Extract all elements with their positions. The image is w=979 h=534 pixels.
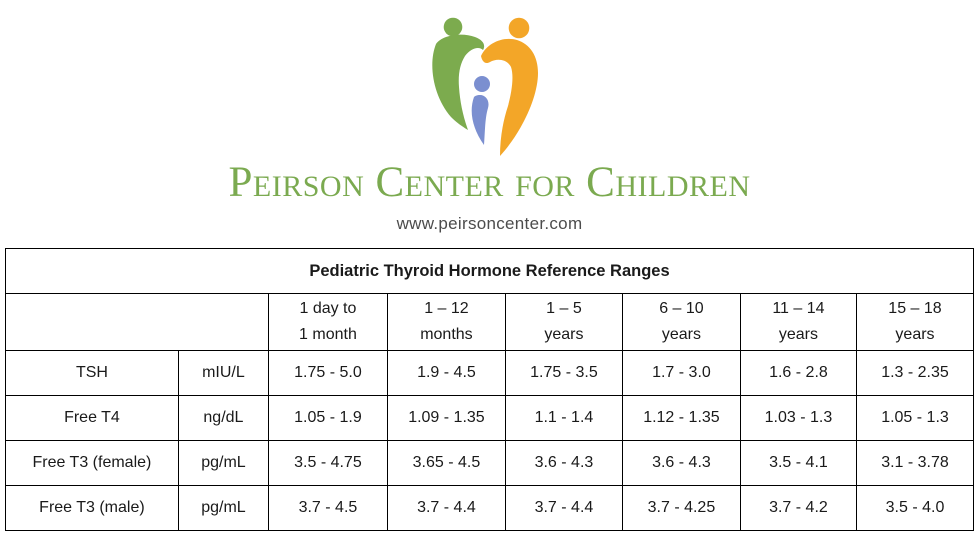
- analyte-name-cell: Free T3 (female): [4, 440, 179, 486]
- orange-figure-body-icon: [481, 38, 538, 156]
- age-column-header: 1 – 12 months: [386, 293, 506, 351]
- website-url: www.peirsoncenter.com: [396, 214, 583, 233]
- unit-cell: mIU/L: [177, 350, 269, 396]
- range-value-cell: 1.6 - 2.8: [739, 350, 857, 396]
- age-column-header: 15 – 18 years: [855, 293, 975, 351]
- range-value-cell: 1.9 - 4.5: [386, 350, 506, 396]
- table-title: Pediatric Thyroid Hormone Reference Rang…: [4, 248, 975, 294]
- green-figure-head-icon: [443, 17, 463, 37]
- empty-header-cell: [4, 293, 269, 351]
- green-figure-body-icon: [432, 34, 485, 130]
- range-value-cell: 3.1 - 3.78: [855, 440, 975, 486]
- age-line1: 1 day to: [299, 300, 357, 317]
- family-heart-logo: [432, 17, 538, 156]
- range-value-cell: 1.05 - 1.9: [267, 395, 388, 441]
- reference-range-table: Pediatric Thyroid Hormone Reference Rang…: [4, 248, 975, 531]
- range-value-cell: 3.7 - 4.4: [504, 485, 623, 531]
- age-line1: 1 – 5: [546, 300, 582, 317]
- range-value-cell: 3.7 - 4.2: [739, 485, 857, 531]
- age-line2: years: [661, 326, 701, 343]
- range-value-cell: 1.12 - 1.35: [621, 395, 741, 441]
- unit-cell: ng/dL: [177, 395, 269, 441]
- age-line1: 15 – 18: [888, 300, 942, 317]
- range-value-cell: 1.09 - 1.35: [386, 395, 506, 441]
- range-value-cell: 3.5 - 4.75: [267, 440, 388, 486]
- age-line2: 1 month: [299, 326, 357, 343]
- range-value-cell: 1.1 - 1.4: [504, 395, 623, 441]
- age-line2: months: [420, 326, 473, 343]
- blue-figure-body-icon: [471, 95, 489, 145]
- age-line1: 6 – 10: [659, 300, 704, 317]
- analyte-name-cell: Free T4: [4, 395, 179, 441]
- range-value-cell: 1.75 - 5.0: [267, 350, 388, 396]
- age-line1: 1 – 12: [424, 300, 469, 317]
- range-value-cell: 3.5 - 4.0: [855, 485, 975, 531]
- age-line1: 11 – 14: [772, 300, 825, 317]
- range-value-cell: 3.65 - 4.5: [386, 440, 506, 486]
- age-line2: years: [544, 326, 584, 343]
- range-value-cell: 1.05 - 1.3: [855, 395, 975, 441]
- range-value-cell: 1.75 - 3.5: [504, 350, 623, 396]
- range-value-cell: 1.3 - 2.35: [855, 350, 975, 396]
- table-row-free-t3-male: Free T3 (male) pg/mL 3.7 - 4.5 3.7 - 4.4…: [4, 485, 975, 531]
- age-column-header: 6 – 10 years: [621, 293, 741, 351]
- range-value-cell: 3.7 - 4.4: [386, 485, 506, 531]
- unit-cell: pg/mL: [177, 485, 269, 531]
- unit-cell: pg/mL: [177, 440, 269, 486]
- table-row-free-t3-female: Free T3 (female) pg/mL 3.5 - 4.75 3.65 -…: [4, 440, 975, 486]
- range-value-cell: 1.03 - 1.3: [739, 395, 857, 441]
- age-line2: years: [895, 326, 935, 343]
- analyte-name-cell: Free T3 (male): [4, 485, 179, 531]
- table-row-tsh: TSH mIU/L 1.75 - 5.0 1.9 - 4.5 1.75 - 3.…: [4, 350, 975, 396]
- age-column-header: 1 day to 1 month: [267, 293, 388, 351]
- age-column-header: 11 – 14 years: [739, 293, 857, 351]
- range-value-cell: 3.6 - 4.3: [504, 440, 623, 486]
- range-value-cell: 3.7 - 4.5: [267, 485, 388, 531]
- range-value-cell: 3.7 - 4.25: [621, 485, 741, 531]
- orange-figure-head-icon: [508, 17, 530, 39]
- analyte-name-cell: TSH: [4, 350, 179, 396]
- age-header-row: 1 day to 1 month 1 – 12 months 1 – 5 yea…: [4, 293, 975, 351]
- range-value-cell: 3.5 - 4.1: [739, 440, 857, 486]
- range-value-cell: 1.7 - 3.0: [621, 350, 741, 396]
- table-title-row: Pediatric Thyroid Hormone Reference Rang…: [4, 248, 975, 294]
- age-line2: years: [778, 326, 818, 343]
- brand-wordmark: Peirson Center for Children: [228, 159, 751, 206]
- blue-figure-head-icon: [474, 76, 490, 92]
- age-column-header: 1 – 5 years: [504, 293, 623, 351]
- range-value-cell: 3.6 - 4.3: [621, 440, 741, 486]
- table-row-free-t4: Free T4 ng/dL 1.05 - 1.9 1.09 - 1.35 1.1…: [4, 395, 975, 441]
